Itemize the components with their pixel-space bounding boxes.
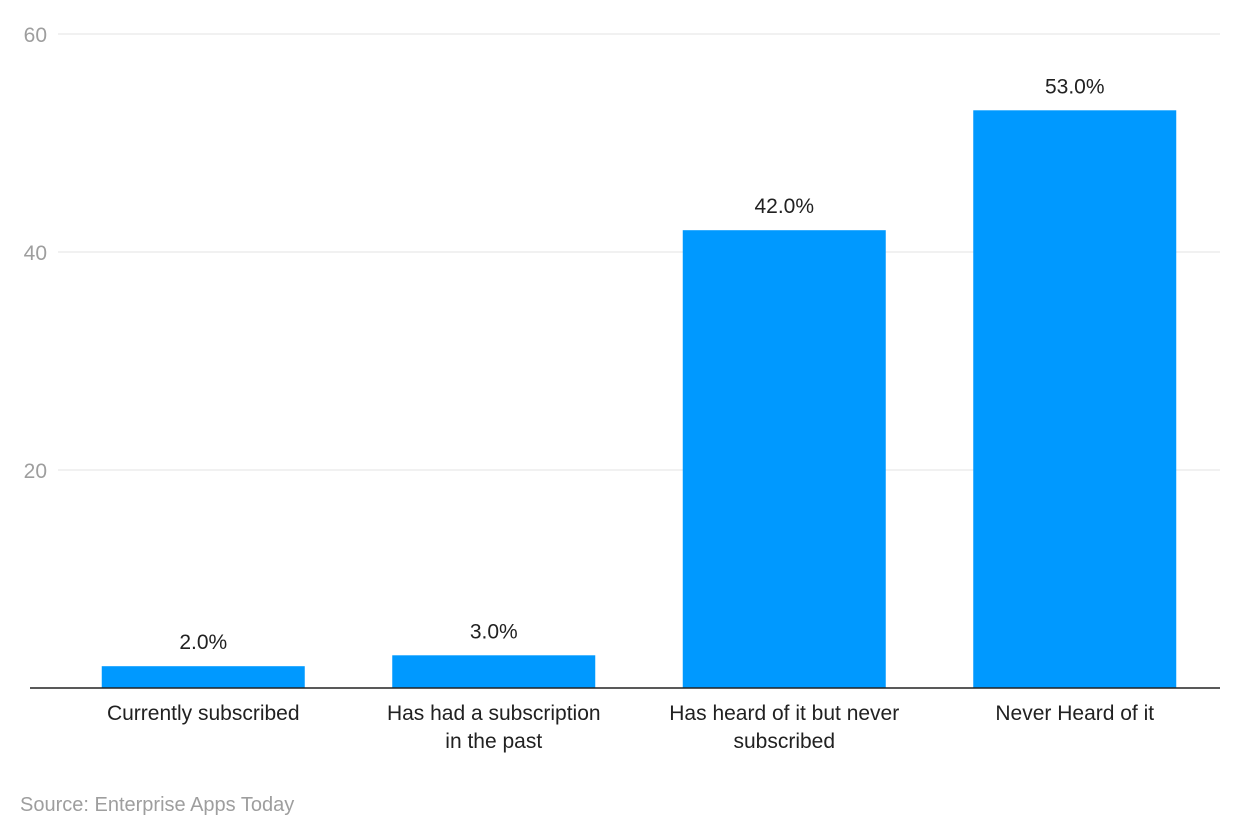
y-tick-label: 60 bbox=[24, 24, 47, 47]
data-label: 2.0% bbox=[179, 631, 227, 654]
data-label: 42.0% bbox=[754, 195, 814, 218]
y-tick-label: 20 bbox=[24, 460, 47, 483]
x-axis-categories: Currently subscribed Has had a subscripti… bbox=[107, 702, 1154, 753]
source-note: Source: Enterprise Apps Today bbox=[20, 794, 295, 816]
x-category-label: Never Heard of it bbox=[995, 702, 1154, 725]
y-tick-label: 40 bbox=[24, 242, 47, 265]
data-labels: 2.0% 3.0% 42.0% 53.0% bbox=[179, 75, 1104, 654]
x-category-label: in the past bbox=[445, 730, 542, 753]
data-label: 3.0% bbox=[470, 620, 518, 643]
y-axis-ticks: 20 40 60 bbox=[24, 24, 47, 483]
bars bbox=[101, 110, 1177, 689]
bar bbox=[101, 666, 305, 688]
bar bbox=[682, 230, 886, 688]
x-category-label: Has heard of it but never bbox=[669, 702, 899, 725]
x-category-label: Has had a subscription bbox=[387, 702, 601, 725]
bar bbox=[392, 655, 596, 688]
data-label: 53.0% bbox=[1045, 75, 1105, 98]
bar bbox=[973, 110, 1177, 689]
x-category-label: Currently subscribed bbox=[107, 702, 300, 725]
x-category-label: subscribed bbox=[733, 730, 835, 753]
